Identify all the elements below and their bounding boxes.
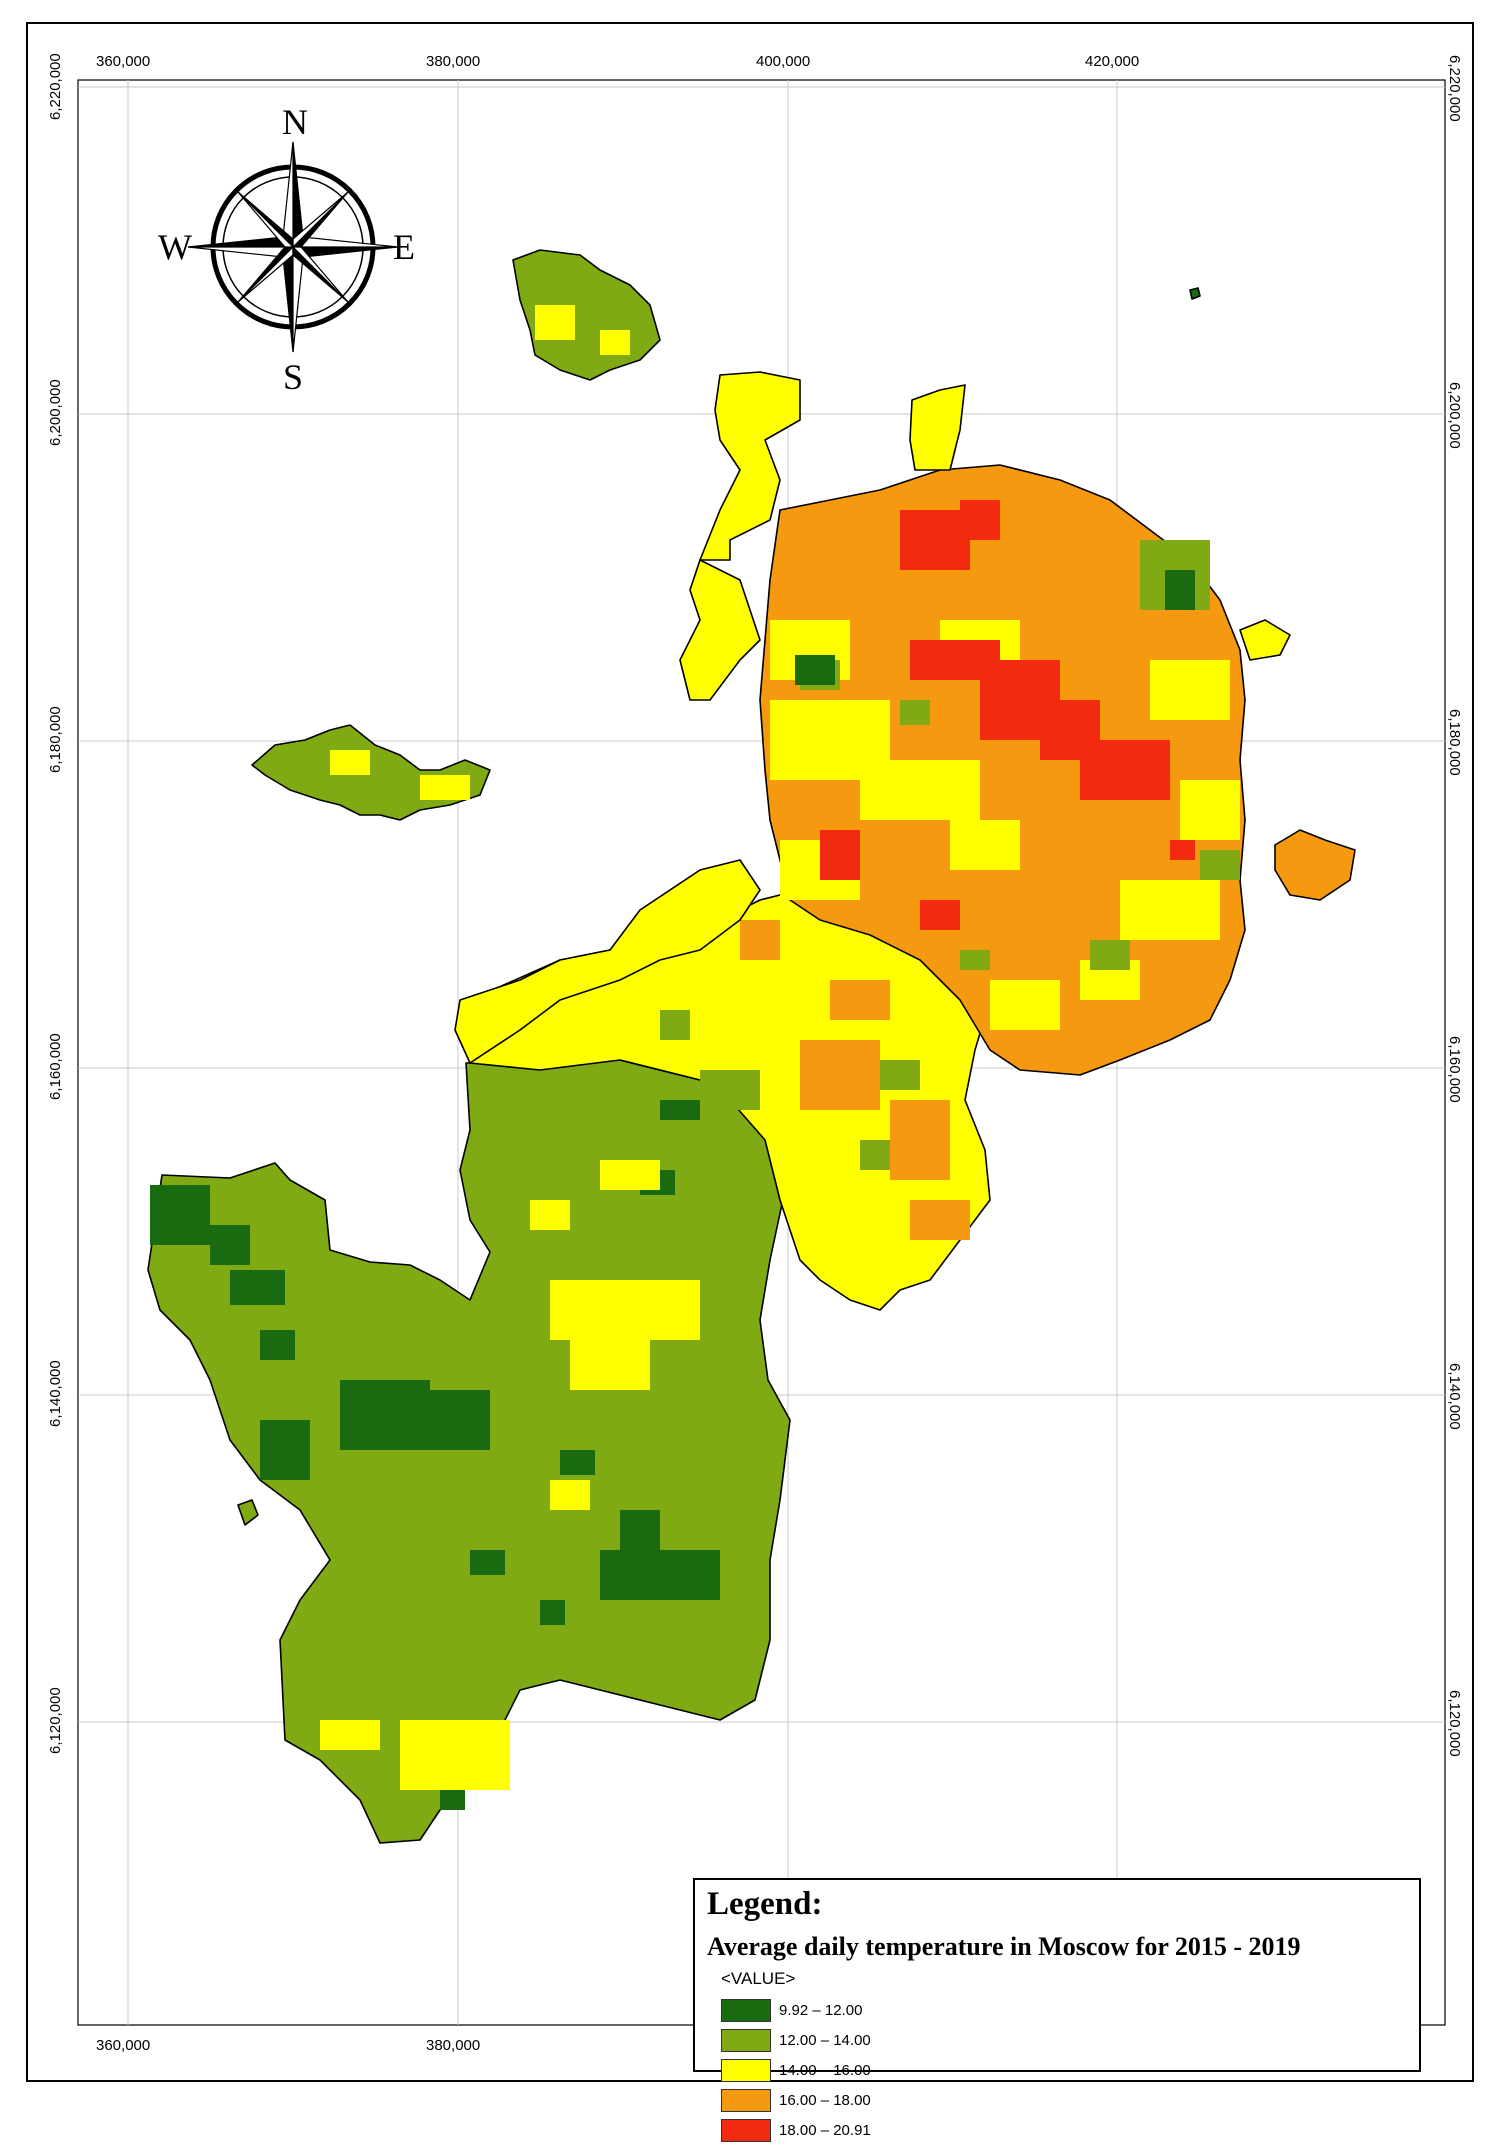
y-tick-left-3: 6,180,000	[47, 706, 64, 773]
region-east-exclave	[1274, 829, 1356, 901]
compass-east-label: E	[393, 227, 415, 267]
region-west-exclave	[251, 724, 491, 821]
legend-swatch	[721, 1998, 771, 2022]
map-legend: Legend: Average daily temperature in Mos…	[693, 1878, 1421, 2142]
x-tick-top-2: 380,000	[426, 53, 480, 70]
region-islet-ne	[1189, 287, 1201, 300]
y-tick-right-2: 6,200,000	[1446, 382, 1463, 449]
region-west-fringe	[679, 559, 761, 701]
x-tick-top-1: 360,000	[96, 53, 150, 70]
region-new-moscow	[147, 1059, 791, 1844]
y-tick-left-6: 6,120,000	[47, 1687, 64, 1754]
y-tick-left-5: 6,140,000	[47, 1360, 64, 1427]
legend-swatch	[721, 2058, 771, 2082]
legend-class-list: 9.92 – 12.00 12.00 – 14.00 14.00 – 16.00…	[721, 1995, 871, 2145]
legend-swatch	[721, 2088, 771, 2112]
x-tick-top-4: 420,000	[1085, 53, 1139, 70]
region-east-exclave-2	[1239, 619, 1291, 661]
y-tick-right-6: 6,120,000	[1446, 1690, 1463, 1757]
y-tick-right-4: 6,160,000	[1446, 1036, 1463, 1103]
legend-item: 9.92 – 12.00	[721, 1995, 871, 2025]
y-tick-right-5: 6,140,000	[1446, 1363, 1463, 1430]
legend-subtitle: Average daily temperature in Moscow for …	[707, 1932, 1301, 1961]
legend-item-label: 14.00 – 16.00	[779, 2061, 871, 2079]
legend-swatch	[721, 2118, 771, 2142]
compass-west-label: W	[158, 227, 192, 267]
x-tick-bottom-1: 360,000	[96, 2037, 150, 2054]
legend-item-label: 16.00 – 18.00	[779, 2091, 871, 2109]
legend-item-label: 12.00 – 14.00	[779, 2031, 871, 2049]
y-tick-left-1: 6,220,000	[47, 53, 64, 120]
legend-item: 18.00 – 20.91	[721, 2115, 871, 2145]
compass-north-label: N	[282, 102, 308, 142]
y-tick-left-4: 6,160,000	[47, 1033, 64, 1100]
legend-swatch	[721, 2028, 771, 2052]
legend-item-label: 9.92 – 12.00	[779, 2001, 863, 2019]
legend-title: Legend:	[707, 1886, 823, 1922]
region-southwest-fringe	[454, 859, 761, 1064]
y-tick-right-1: 6,220,000	[1446, 55, 1463, 122]
map-canvas: 360,000 380,000 400,000 420,000 360,000 …	[26, 22, 1474, 2082]
x-tick-top-3: 400,000	[756, 53, 810, 70]
region-islet-sw	[237, 1499, 259, 1526]
compass-south-label: S	[283, 357, 303, 397]
x-tick-bottom-2: 380,000	[426, 2037, 480, 2054]
region-north-tip	[909, 384, 966, 471]
legend-item: 16.00 – 18.00	[721, 2085, 871, 2115]
region-north-extension	[699, 371, 801, 561]
y-tick-right-3: 6,180,000	[1446, 709, 1463, 776]
compass-rose-icon: N S E W	[158, 102, 415, 397]
y-tick-left-2: 6,200,000	[47, 379, 64, 446]
legend-item: 12.00 – 14.00	[721, 2025, 871, 2055]
legend-item: 14.00 – 16.00	[721, 2055, 871, 2085]
legend-item-label: 18.00 – 20.91	[779, 2121, 871, 2139]
temperature-raster	[147, 249, 1356, 1844]
legend-field-name: <VALUE>	[721, 1969, 796, 1988]
y-tick-labels: 6,220,000 6,200,000 6,180,000 6,160,000 …	[47, 53, 1463, 1756]
